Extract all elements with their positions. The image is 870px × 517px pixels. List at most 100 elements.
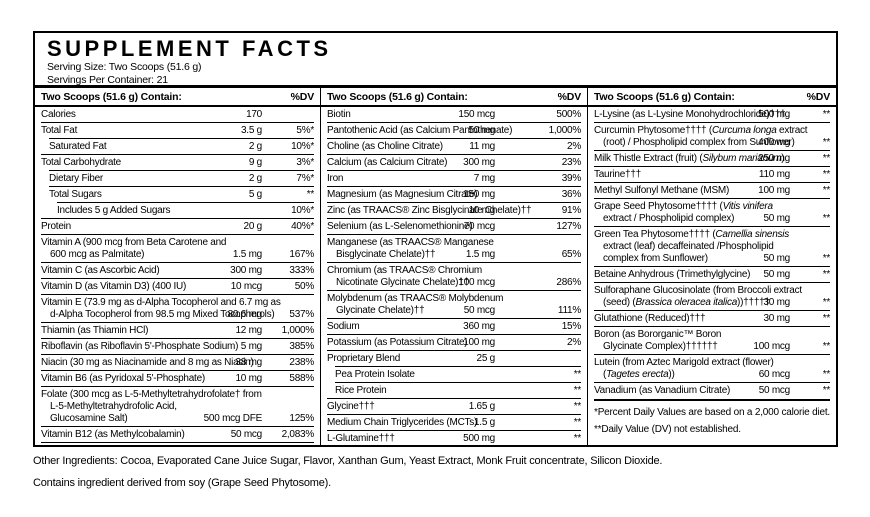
row-divider [594,310,830,311]
nutrient-amount: 11 mg [469,140,495,152]
dv-header-label: %DV [806,90,831,103]
nutrient-name: Medium Chain Triglycerides (MCTs) [327,416,478,428]
nutrient-values: 300 mg 23% [463,157,581,169]
nutrient-values: 50 mcg 2,083% [231,429,315,441]
table-row: Vanadium (as Vanadium Citrate) 50 mcg ** [594,383,830,398]
footnotes: *Percent Daily Values are based on a 2,0… [594,401,830,436]
nutrient-amount: 50 mcg [758,384,791,396]
nutrient-values: 150 mg 36% [463,189,581,201]
nutrient-values: 100 mcg 286% [458,277,581,289]
nutrient-name: Betaine Anhydrous (Trimethylglycine) [594,268,751,280]
nutrient-values: 38 mg 238% [235,357,314,369]
nutrient-values: 50 mg ** [763,213,830,225]
nutrient-name: Choline (as Choline Citrate) [327,140,443,152]
nutrient-values: 2 g 10%* [249,141,314,153]
footnote-dv-not-established: **Daily Value (DV) not established. [594,424,741,435]
nutrient-dv: ** [822,136,831,148]
nutrient-name: Curcumin Phytosome†††† (Curcuma longa ex… [594,124,808,148]
table-row: Medium Chain Triglycerides (MCTs) 1.5 g ** [327,415,581,430]
table-row: Calories 170 [41,107,314,122]
row-divider [41,426,314,427]
nutrient-amount: 10 mg [468,204,495,216]
facts-column-3: Two Scoops (51.6 g) Contain: %DV L-Lysin… [587,87,836,446]
nutrient-dv: ** [822,252,831,264]
nutrient-values: 100 mg 2% [463,337,581,349]
nutrient-dv: 333% [289,264,314,276]
nutrient-dv: 15% [561,320,582,332]
table-row: Vitamin E (73.9 mg as d-Alpha Tocopherol… [41,295,314,322]
nutrient-dv: ** [573,432,582,444]
nutrient-values: 20 g 40%* [244,221,315,233]
nutrient-name: Rice Protein [335,384,387,396]
table-row: Protein 20 g 40%* [41,219,314,234]
row-divider [327,290,581,291]
nutrient-values: 11 mg 2% [469,141,581,153]
nutrient-dv: 588% [289,372,314,384]
nutrient-dv: ** [822,184,831,196]
nutrient-name: L-Lysine (as L-Lysine Monohydrochloride)… [594,108,786,120]
nutrient-dv: 127% [556,220,581,232]
nutrient-name: Green Tea Phytosome†††† (Camellia sinens… [594,228,789,264]
nutrient-values: 500 mg ** [463,433,581,445]
nutrient-dv: 5%* [296,124,314,136]
nutrient-amount: 360 mg [463,320,495,332]
row-divider [327,170,581,171]
table-row: Molybdenum (as TRAACS® Molybdenum Glycina… [327,291,581,318]
nutrient-values: 300 mg 333% [230,265,314,277]
table-row: Pantothenic Acid (as Calcium Pantothenat… [327,123,581,138]
nutrient-amount: 250 mg [758,152,790,164]
table-row: Sulforaphane Glucosinolate (from Broccol… [594,283,830,310]
nutrient-name: Milk Thistle Extract (fruit) (Silybum ma… [594,152,785,164]
nutrient-name: Grape Seed Phytosome†††† (Vitis vinifera… [594,200,773,224]
nutrient-dv: ** [573,416,582,428]
nutrient-name: Magnesium (as Magnesium Citrate) [327,188,478,200]
nutrient-name: Folate (300 mcg as L-5-Methyltetrahydrof… [41,388,262,424]
column-header: Two Scoops (51.6 g) Contain: %DV [327,88,581,105]
nutrient-amount: 5 g [248,188,262,200]
table-row: Potassium (as Potassium Citrate) 100 mg 2% [327,335,581,350]
row-divider [594,326,830,327]
table-row: Methyl Sulfonyl Methane (MSM) 100 mg ** [594,183,830,198]
nutrient-name: Pantothenic Acid (as Calcium Pantothenat… [327,124,513,136]
row-divider [327,430,581,431]
row-divider [594,122,830,123]
nutrient-amount: 500 mcg DFE [203,412,263,424]
nutrient-values: 7 mg 39% [474,173,581,185]
nutrient-amount: 50 mg [763,212,790,224]
nutrient-values: 5 mg 385% [241,341,314,353]
nutrient-values: 30 mg ** [763,297,830,309]
table-row: Glycine††† 1.65 g ** [327,399,581,414]
nutrient-name: Vitamin C (as Ascorbic Acid) [41,264,160,276]
table-row: Proprietary Blend 25 g [327,351,581,366]
nutrient-dv: 10%* [291,204,314,216]
row-divider [594,382,830,383]
nutrient-values: 110 mg ** [759,169,830,181]
nutrient-name: Boron (as Bororganic™ Boron Glycinate Com… [594,328,722,352]
nutrient-rows: Biotin 150 mcg 500% Pantothenic Acid (as Ca… [327,107,581,446]
table-row: Rice Protein ** [327,383,581,398]
row-divider [327,234,581,235]
nutrient-values: 100 mg ** [758,185,830,197]
allergen-statement-text: Contains ingredient derived from soy (Gr… [33,477,331,489]
nutrient-dv: ** [822,108,831,120]
nutrient-dv: ** [822,268,831,280]
nutrient-dv: 2% [567,336,581,348]
nutrient-values: 500 mg ** [758,109,830,121]
nutrient-dv: ** [822,296,831,308]
header-divider [35,85,836,88]
nutrient-values: 1.5 mg 65% [466,249,581,261]
table-row: Vitamin D (as Vitamin D3) (400 IU) 10 mcg… [41,279,314,294]
table-row: Vitamin A (900 mcg from Beta Carotene an… [41,235,314,262]
nutrient-name: Niacin (30 mg as Niacinamide and 8 mg as… [41,356,254,368]
row-divider [49,170,314,171]
table-row: Curcumin Phytosome†††† (Curcuma longa ex… [594,123,830,150]
column-header: Two Scoops (51.6 g) Contain: %DV [594,88,830,105]
nutrient-amount: 300 mg [230,264,262,276]
nutrient-name: Vanadium (as Vanadium Citrate) [594,384,731,396]
row-divider [335,382,581,383]
table-row: Vitamin B12 (as Methylcobalamin) 50 mcg 2,… [41,427,314,442]
nutrient-values: 10 mg 588% [235,373,314,385]
nutrient-name: Biotin [327,108,351,120]
nutrient-values: 30 mg ** [763,313,830,325]
nutrient-name: Vitamin D (as Vitamin D3) (400 IU) [41,280,187,292]
